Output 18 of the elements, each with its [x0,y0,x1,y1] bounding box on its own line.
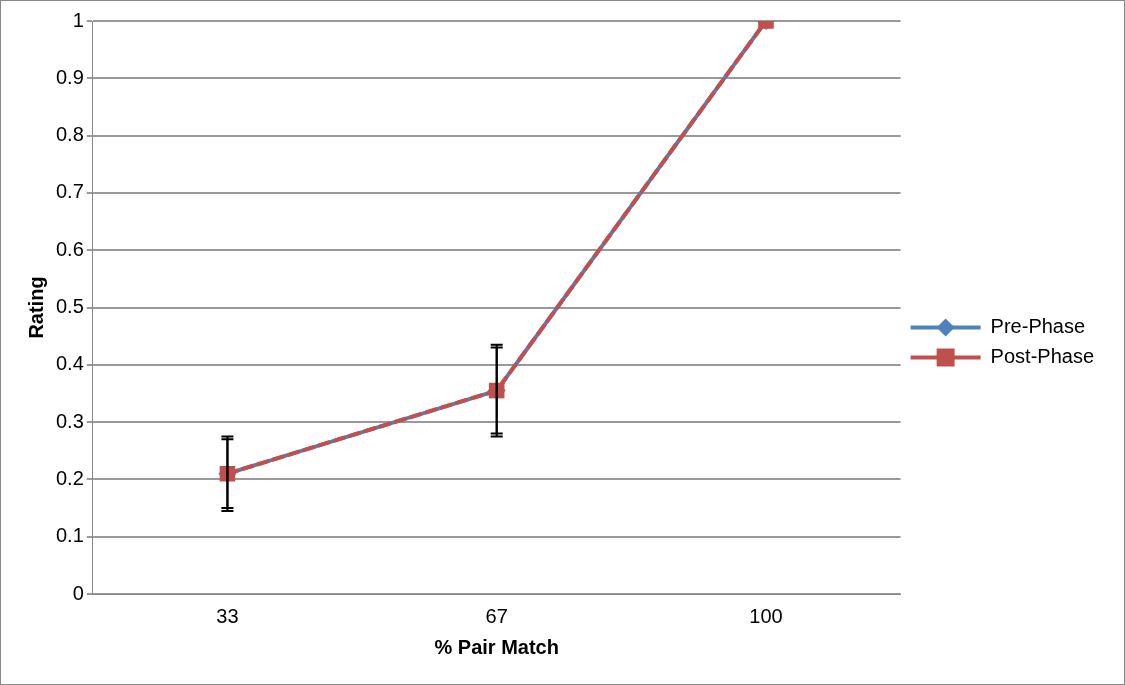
y-tick-label: 0.8 [55,123,84,146]
legend-label: Post-Phase [990,345,1094,368]
x-tick-label: 67 [485,604,508,627]
y-tick-label: 0.3 [55,409,84,432]
y-tick-label: 0.1 [55,524,84,547]
y-tick-label: 0 [72,581,84,604]
y-tick-label: 0.2 [55,466,84,489]
legend-label: Pre-Phase [990,315,1086,338]
y-tick-label: 0.4 [55,352,84,375]
y-tick-label: 0.7 [55,180,84,203]
y-axis-title: Rating [24,276,47,339]
x-axis-title: % Pair Match [434,635,559,658]
x-tick-label: 100 [749,604,783,627]
y-tick-label: 0.9 [55,65,84,88]
x-tick-label: 33 [216,604,239,627]
y-tick-label: 1 [72,8,84,31]
y-tick-label: 0.5 [55,295,84,318]
y-tick-label: 0.6 [55,237,84,260]
